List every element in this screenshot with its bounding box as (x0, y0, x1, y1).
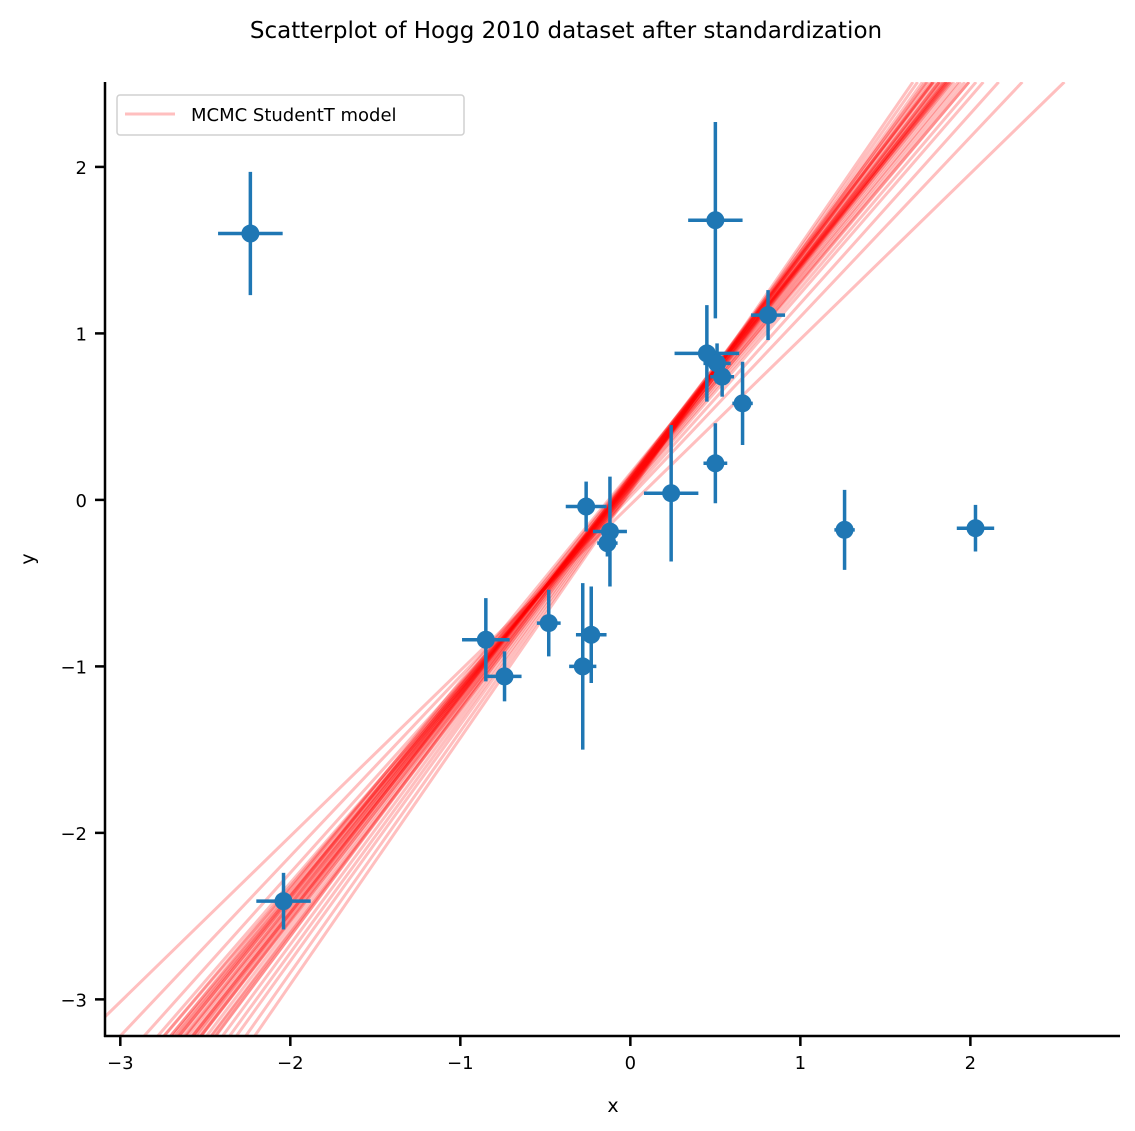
data-point (573, 657, 592, 676)
posterior-line (196, 82, 937, 1036)
posterior-line (169, 82, 952, 1036)
posterior-line (192, 82, 945, 1036)
posterior-line (175, 82, 952, 1036)
data-point-group (487, 651, 522, 702)
data-point-group (462, 598, 510, 682)
x-tick-label: −1 (447, 1053, 474, 1074)
data-point (241, 224, 260, 243)
data-point-group (643, 424, 699, 562)
chart-title: Scatterplot of Hogg 2010 dataset after s… (250, 18, 882, 44)
posterior-line (173, 82, 962, 1036)
data-point-group (710, 356, 735, 397)
data-point-group (956, 504, 995, 552)
data-point (706, 211, 725, 230)
posterior-line (185, 82, 949, 1036)
y-tick-label: −3 (60, 990, 87, 1011)
posterior-line (214, 82, 933, 1036)
posterior-line (205, 82, 935, 1036)
data-point-group (688, 121, 743, 319)
x-ticks: −3 −2 −1 0 1 2 (107, 1036, 976, 1074)
data-point-group (703, 423, 728, 504)
legend-box (116, 94, 465, 136)
legend-label: MCMC StudentT model (191, 105, 397, 126)
data-point-group (592, 476, 627, 587)
posterior-line (235, 82, 924, 1036)
posterior-line (200, 82, 941, 1036)
data-point (598, 534, 617, 553)
data-points (218, 121, 995, 930)
x-tick-label: 0 (625, 1053, 636, 1074)
posterior-line (169, 82, 971, 1036)
posterior-line (171, 82, 967, 1036)
posterior-line (177, 82, 960, 1036)
posterior-line (199, 82, 946, 1036)
data-point (662, 484, 681, 503)
data-point (476, 630, 495, 649)
posterior-line (119, 82, 1024, 1036)
posterior-line (105, 82, 1066, 1018)
posterior-lines (105, 82, 1066, 1036)
data-point-group (674, 305, 740, 402)
data-point-group (834, 489, 855, 570)
posterior-line (210, 82, 940, 1036)
legend: MCMC StudentT model (116, 94, 465, 136)
data-point-group (569, 583, 597, 750)
data-point (733, 394, 752, 413)
x-tick-label: 1 (795, 1053, 806, 1074)
data-point (835, 520, 854, 539)
posterior-line (184, 82, 948, 1036)
data-point (706, 454, 725, 473)
data-point-group (597, 529, 618, 557)
x-tick-label: 2 (965, 1053, 976, 1074)
data-point (582, 625, 601, 644)
data-point-group (565, 481, 607, 532)
posterior-line (191, 82, 950, 1036)
posterior-line (188, 82, 947, 1036)
y-tick-label: −2 (60, 824, 87, 845)
posterior-line (191, 82, 943, 1036)
posterior-line (228, 82, 927, 1036)
data-point (274, 892, 293, 911)
data-point-group (751, 290, 786, 341)
posterior-line (163, 82, 978, 1036)
data-point (966, 519, 985, 538)
data-point (577, 497, 596, 516)
posterior-line (214, 82, 929, 1036)
posterior-line (194, 82, 941, 1036)
posterior-line (253, 82, 915, 1036)
data-point (495, 667, 514, 686)
x-axis-label: x (607, 1095, 618, 1117)
posterior-line (221, 82, 930, 1036)
data-point (539, 614, 558, 633)
data-point-group (256, 872, 311, 930)
data-point (759, 306, 778, 325)
posterior-line (199, 82, 935, 1036)
posterior-line (244, 82, 919, 1036)
posterior-line (162, 82, 971, 1036)
posterior-line (183, 82, 953, 1036)
posterior-line (156, 82, 985, 1036)
posterior-line (178, 82, 948, 1036)
posterior-line (143, 82, 1000, 1036)
data-point-group (536, 589, 561, 657)
y-tick-label: 2 (76, 158, 87, 179)
posterior-line (209, 82, 934, 1036)
y-axis-label: y (17, 553, 39, 564)
data-point (713, 367, 732, 386)
y-ticks: −3 −2 −1 0 1 2 (60, 158, 105, 1011)
y-tick-label: 1 (76, 324, 87, 345)
data-point-group (218, 171, 283, 296)
x-tick-label: −2 (277, 1053, 304, 1074)
y-tick-label: 0 (76, 491, 87, 512)
data-point-group (732, 361, 753, 445)
y-tick-label: −1 (60, 657, 87, 678)
posterior-line (179, 82, 956, 1036)
x-tick-label: −3 (107, 1053, 134, 1074)
